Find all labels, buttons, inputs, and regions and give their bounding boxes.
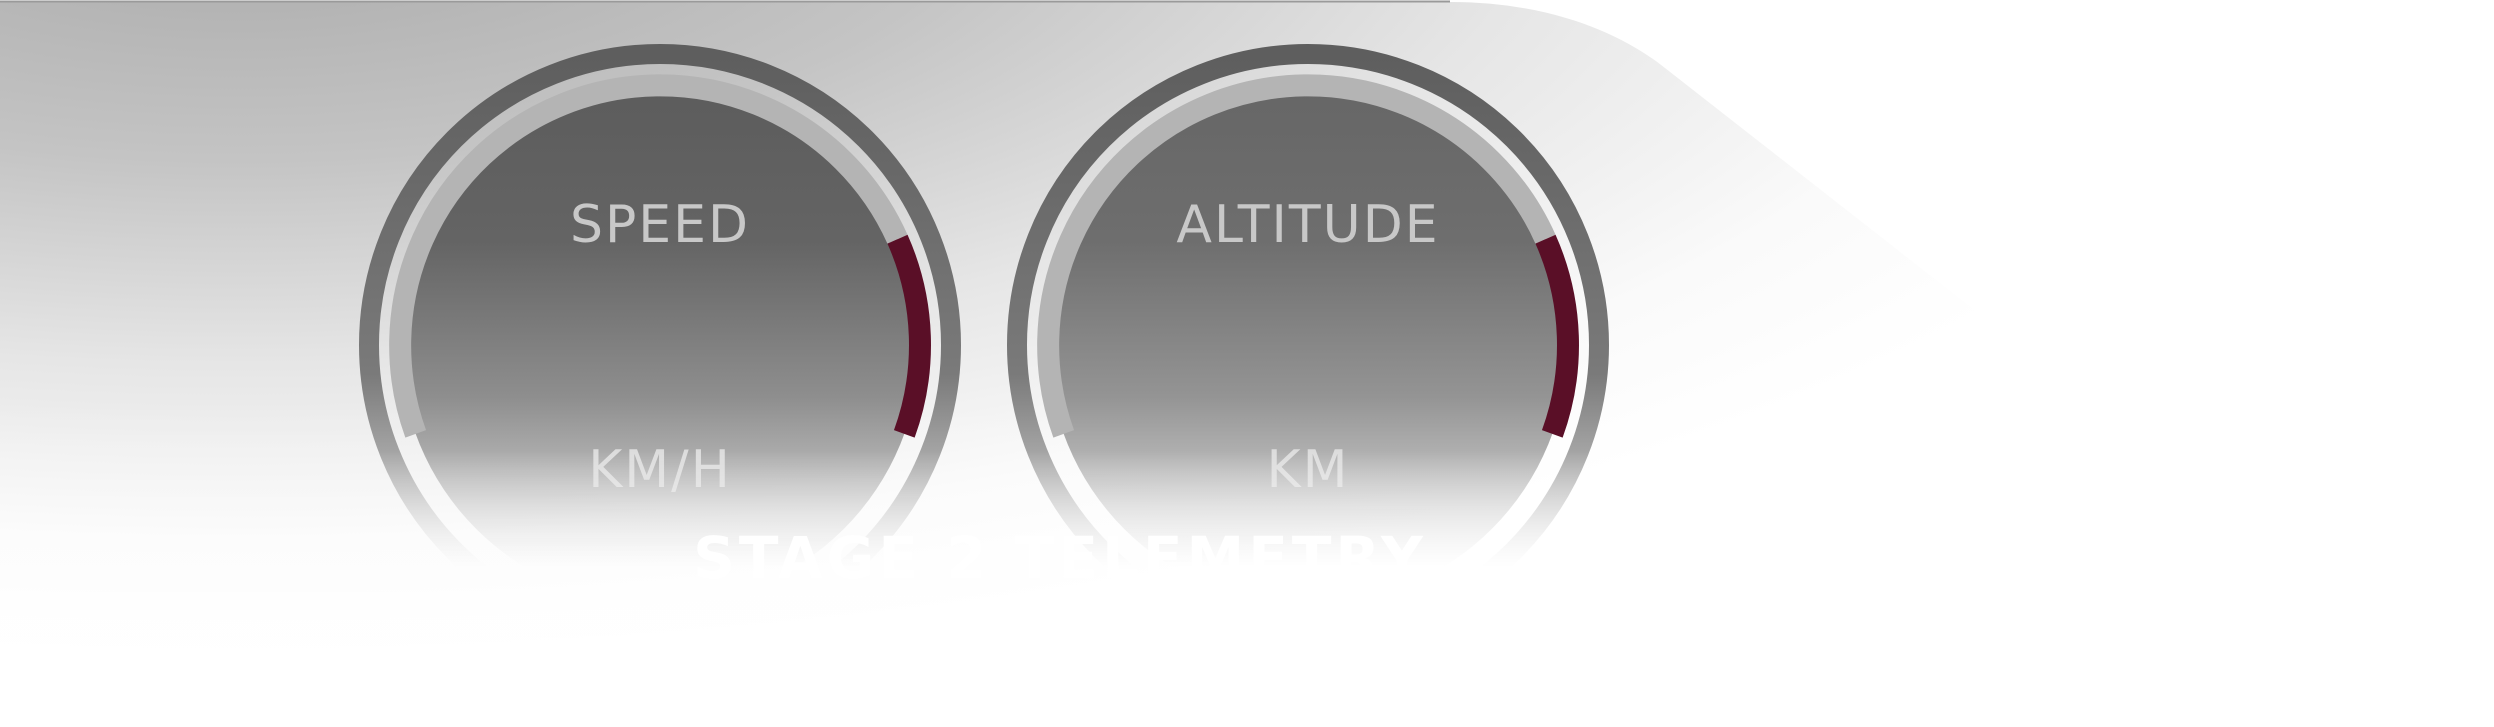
gauge-unit-altitude: KM	[1267, 440, 1350, 500]
gauge-label-altitude: ALTITUDE	[1176, 195, 1439, 255]
gauge-redline-arc	[887, 234, 931, 438]
gauge-speed: SPEED KM/H	[359, 44, 961, 646]
gauge-face	[400, 85, 920, 605]
gauge-redline-arc	[1535, 234, 1579, 438]
gauge-face	[1048, 85, 1568, 605]
gauge-unit-speed: KM/H	[588, 440, 732, 500]
gauge-track-arc	[1037, 74, 1556, 438]
gauge-altitude: ALTITUDE KM	[1007, 44, 1609, 646]
gauge-label-speed: SPEED	[570, 195, 750, 255]
gauge-track-arc	[389, 74, 908, 438]
gauge-outer-ring	[359, 44, 961, 646]
gauge-outer-ring	[1007, 44, 1609, 646]
stage-caption: STAGE 2 TELEMETRY	[693, 524, 1427, 592]
